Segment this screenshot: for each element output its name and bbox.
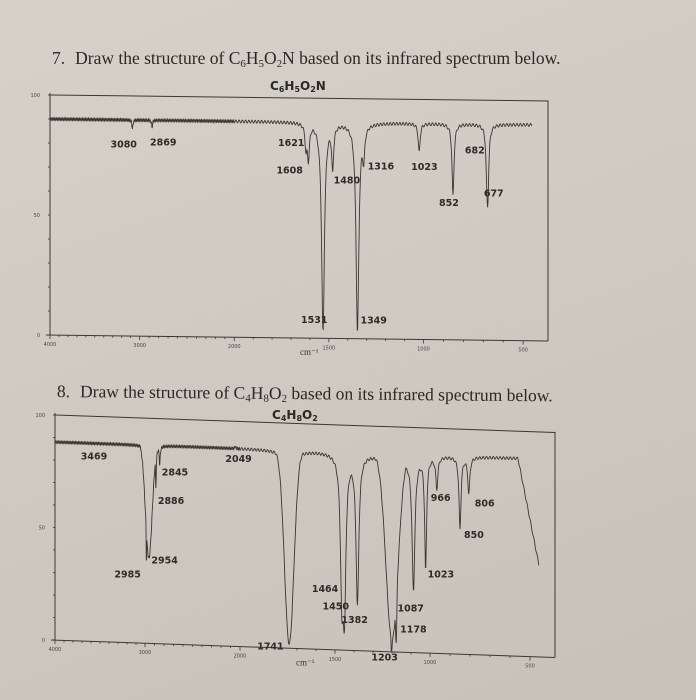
x-tick-label: 2000 xyxy=(234,653,247,659)
molecular-formula: C6H5O2N xyxy=(228,48,295,70)
peak-label: 1203 xyxy=(371,653,397,664)
peak-label: 1023 xyxy=(428,569,454,580)
peak-label: 1608 xyxy=(276,166,303,177)
peak-label: 1178 xyxy=(400,624,427,635)
x-tick-label: 4000 xyxy=(49,647,62,653)
y-tick-label: 50 xyxy=(34,213,40,219)
peak-label: 1464 xyxy=(312,584,339,595)
x-tick-label: 1500 xyxy=(323,345,336,351)
x-tick-label: 4000 xyxy=(44,342,57,348)
x-tick-label: 1000 xyxy=(417,346,430,352)
question-7-prompt: 7. Draw the structure of C6H5O2N based on… xyxy=(52,48,561,70)
x-tick-label: 1500 xyxy=(329,657,342,663)
peak-label: 1087 xyxy=(397,603,423,614)
peak-label: 2954 xyxy=(151,555,178,566)
peak-label: 806 xyxy=(475,498,495,509)
peak-label: 677 xyxy=(484,189,504,200)
peak-label: 2869 xyxy=(150,137,176,148)
peak-label: 3469 xyxy=(81,452,107,463)
y-tick-label: 50 xyxy=(39,526,45,532)
peak-label: 2049 xyxy=(225,454,251,465)
peak-label: 1382 xyxy=(341,615,367,626)
peak-label: 2886 xyxy=(158,496,185,507)
spectrum-title: C4H8O2 xyxy=(272,408,318,423)
peak-label: 966 xyxy=(431,493,451,504)
peak-label: 1349 xyxy=(360,315,386,326)
peak-label: 1741 xyxy=(257,642,283,653)
peak-label: 3080 xyxy=(110,140,137,151)
peak-label: 852 xyxy=(439,198,459,209)
question-number: 7. xyxy=(52,48,66,68)
peak-label: 682 xyxy=(465,145,485,156)
x-tick-label: 3000 xyxy=(133,343,146,349)
peak-label: 1316 xyxy=(368,162,395,173)
spectrum-trace xyxy=(49,116,533,331)
x-axis-unit: cm⁻¹ xyxy=(300,347,319,357)
plot-frame xyxy=(54,414,556,658)
peak-label: 2845 xyxy=(162,468,188,479)
peak-label: 1621 xyxy=(278,138,304,149)
x-tick-label: 2000 xyxy=(228,344,241,350)
peak-label: 1531 xyxy=(301,315,327,326)
x-axis-unit: cm⁻¹ xyxy=(296,657,315,667)
ir-spectrum-2: 10050040003000200015001000500cm⁻¹3469298… xyxy=(35,413,556,670)
x-tick-label: 3000 xyxy=(139,650,152,656)
peak-label: 1450 xyxy=(323,602,350,613)
y-tick-label: 0 xyxy=(42,638,45,644)
spectrum-title: C6H5O2N xyxy=(270,79,326,94)
x-axis xyxy=(50,639,556,658)
x-tick-label: 500 xyxy=(525,664,535,670)
x-tick-label: 1000 xyxy=(424,660,437,666)
x-tick-label: 500 xyxy=(518,348,528,354)
peak-label: 850 xyxy=(464,530,484,541)
spectrum-trace xyxy=(54,439,540,653)
y-tick-label: 100 xyxy=(30,93,40,99)
peak-label: 2985 xyxy=(114,570,140,581)
x-axis xyxy=(45,334,549,342)
y-tick-label: 0 xyxy=(37,333,40,339)
peak-label: 1480 xyxy=(334,176,361,187)
plot-frame xyxy=(49,94,549,341)
peak-label: 1023 xyxy=(411,162,437,173)
y-tick-label: 100 xyxy=(35,413,45,419)
